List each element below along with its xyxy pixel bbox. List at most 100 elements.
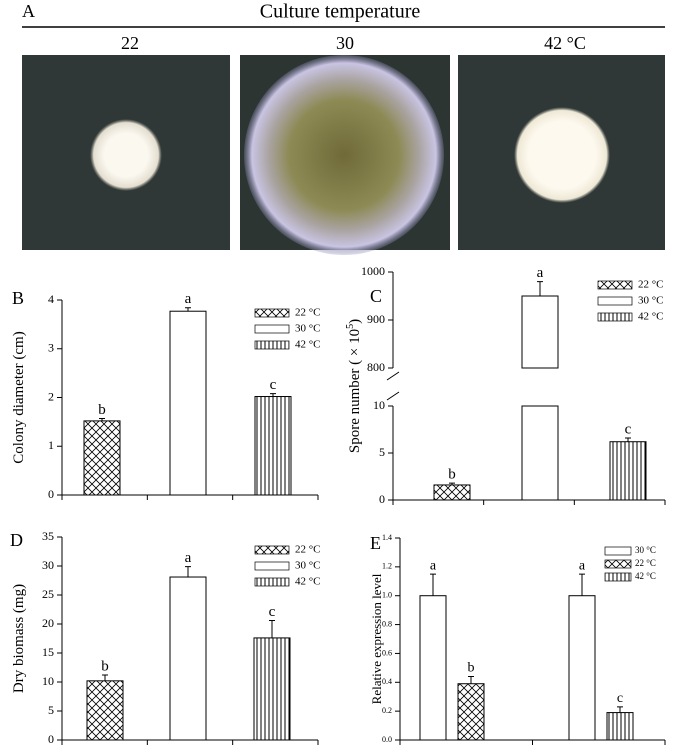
error-bar: [185, 307, 191, 312]
y-tick-label: 0.8: [382, 619, 392, 628]
bar: [433, 484, 471, 501]
y-tick-label: 1.2: [382, 562, 392, 571]
y-tick-label: 35: [42, 529, 54, 543]
legend-label: 22 °C: [635, 558, 656, 568]
error-bar: [617, 706, 623, 713]
y-axis-label: Spore number ( × 105): [345, 319, 364, 453]
error-bar: [102, 674, 108, 681]
y-tick-label: 1.4: [382, 533, 392, 542]
panel-label: C: [370, 286, 382, 306]
error-bar: [468, 676, 474, 684]
significance-letter: a: [579, 558, 586, 573]
error-bar: [99, 417, 105, 421]
y-tick-label: 5: [379, 445, 385, 459]
y-tick-label: 20: [42, 616, 54, 630]
y-tick-label: 0.6: [382, 648, 392, 657]
legend-swatch: [254, 561, 290, 571]
y-axis-label-part: ): [347, 319, 363, 324]
bar: [521, 405, 559, 501]
bar: [457, 683, 485, 741]
legend-label: 22 °C: [638, 279, 664, 291]
bar: [568, 595, 596, 741]
significance-letter: c: [617, 691, 623, 706]
colony: [90, 119, 162, 191]
error-bar: [449, 482, 455, 485]
y-tick-label: 3: [48, 341, 54, 355]
y-tick-label: 30: [42, 558, 54, 572]
legend-swatch: [254, 324, 290, 334]
significance-letter: a: [430, 558, 437, 573]
legend-label: 42 °C: [638, 311, 664, 323]
bar: [521, 295, 559, 369]
legend-swatch: [254, 545, 290, 555]
legend-label: 30 °C: [295, 560, 321, 572]
y-axis-label-part: Relative expression level: [369, 573, 384, 704]
bar: [609, 441, 647, 501]
significance-letter: b: [101, 658, 109, 674]
photo-label: 30: [336, 33, 354, 53]
legend-label: 30 °C: [295, 323, 321, 335]
significance-letter: a: [537, 265, 544, 281]
photo-label: 22: [121, 33, 139, 53]
y-tick-label: 1000: [361, 264, 385, 278]
legend-label: 30 °C: [638, 295, 664, 307]
legend-swatch: [254, 577, 290, 587]
y-axis-label-part: Spore number ( × 10: [347, 329, 363, 453]
y-tick-label: 25: [42, 587, 54, 601]
legend-label: 42 °C: [635, 571, 656, 581]
significance-letter: a: [185, 550, 192, 566]
bar: [86, 680, 124, 741]
legend-swatch: [254, 308, 290, 318]
legend-label: 30 °C: [635, 545, 656, 555]
y-axis-label-part: Dry biomass (mg): [11, 584, 27, 693]
legend-swatch: [597, 280, 633, 290]
y-tick-label: 10: [42, 674, 54, 688]
y-tick-label: 1.0: [382, 591, 392, 600]
legend-label: 22 °C: [295, 544, 321, 556]
y-axis-label: Colony diameter (cm): [11, 331, 27, 463]
legend-swatch: [604, 559, 632, 569]
error-bar: [625, 437, 631, 442]
y-tick-label: 10: [373, 398, 385, 412]
significance-letter: b: [448, 467, 456, 483]
y-tick-label: 15: [42, 645, 54, 659]
panel-title: Culture temperature: [260, 1, 421, 23]
y-axis-label: Dry biomass (mg): [11, 584, 27, 693]
y-tick-label: 5: [48, 703, 54, 717]
bar: [606, 712, 634, 741]
error-bar: [430, 573, 436, 596]
legend-swatch: [254, 340, 290, 350]
error-bar: [537, 281, 543, 296]
significance-letter: c: [270, 377, 277, 393]
y-tick-label: 900: [367, 312, 385, 326]
y-tick-label: 800: [367, 360, 385, 374]
y-tick-label: 0.4: [382, 677, 392, 686]
legend-label: 42 °C: [295, 576, 321, 588]
y-axis-label-part: 5: [345, 324, 356, 329]
panel-label: E: [370, 533, 381, 553]
error-bar: [185, 566, 191, 578]
photo-label: 42 °C: [544, 33, 586, 53]
y-tick-label: 0: [48, 732, 54, 746]
bar: [419, 595, 447, 741]
y-axis-label-part: Colony diameter (cm): [11, 331, 27, 463]
y-tick-label: 0.2: [382, 706, 392, 715]
legend-label: 42 °C: [295, 339, 321, 351]
significance-letter: a: [185, 291, 192, 307]
significance-letter: b: [468, 661, 475, 676]
bar: [169, 310, 207, 496]
bar: [254, 396, 292, 496]
error-bar: [269, 620, 275, 638]
panel-label: A: [22, 1, 35, 21]
legend-swatch: [597, 296, 633, 306]
legend-label: 22 °C: [295, 307, 321, 319]
colony: [514, 107, 610, 203]
y-tick-label: 0: [379, 492, 385, 506]
y-tick-label: 2: [48, 389, 54, 403]
y-axis-label: Relative expression level: [369, 573, 384, 704]
significance-letter: b: [98, 402, 106, 418]
y-tick-label: 1: [48, 438, 54, 452]
legend-swatch: [604, 572, 632, 582]
y-tick-label: 0.0: [382, 735, 392, 744]
